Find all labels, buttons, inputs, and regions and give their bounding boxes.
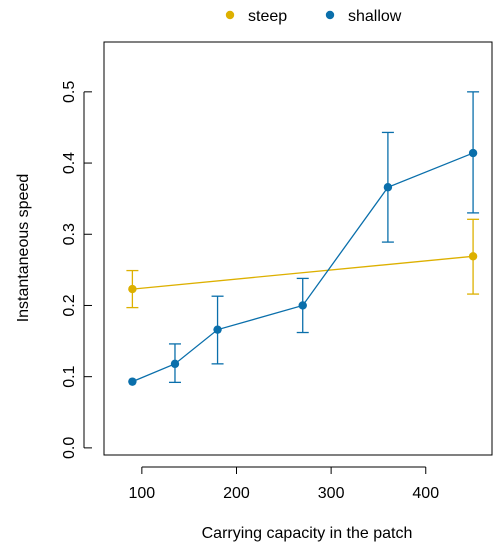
y-tick-label: 0.1 <box>61 365 78 387</box>
series-line-steep <box>132 255 474 290</box>
data-point-shallow <box>170 359 180 369</box>
y-axis-title: Instantaneous speed <box>15 174 32 323</box>
series-line-shallow <box>132 152 474 383</box>
data-point-shallow <box>383 183 393 192</box>
x-tick-label: 300 <box>318 485 345 502</box>
legend-item-steep: steep <box>225 8 287 25</box>
series-layer <box>126 91 480 386</box>
data-point-steep <box>468 252 478 261</box>
y-tick-label: 0.2 <box>61 294 78 316</box>
x-tick-label: 400 <box>412 485 439 502</box>
x-tick-label: 200 <box>223 485 250 502</box>
legend-label-steep: steep <box>248 8 287 25</box>
x-axis: 100 200 300 400 <box>129 466 439 502</box>
series-steep <box>126 218 480 309</box>
legend-marker-shallow <box>325 10 335 20</box>
data-point-shallow <box>298 301 307 310</box>
x-tick-label: 100 <box>129 485 156 502</box>
data-point-steep <box>128 284 137 294</box>
y-tick-label: 0.0 <box>61 437 78 459</box>
y-tick-label: 0.5 <box>61 81 78 103</box>
y-axis: 0.0 0.1 0.2 0.3 0.4 0.5 <box>61 81 92 459</box>
x-axis-title: Carrying capacity in the patch <box>202 525 413 542</box>
y-tick-label: 0.3 <box>61 223 78 245</box>
legend: steep shallow <box>225 8 402 25</box>
data-point-shallow <box>213 325 222 334</box>
plot-frame <box>103 41 493 456</box>
y-tick-label: 0.4 <box>61 152 78 174</box>
series-shallow <box>128 91 480 386</box>
data-point-shallow <box>128 377 137 386</box>
legend-marker-steep <box>225 10 235 20</box>
legend-label-shallow: shallow <box>348 8 402 25</box>
data-point-shallow <box>468 148 478 158</box>
legend-item-shallow: shallow <box>325 8 402 25</box>
